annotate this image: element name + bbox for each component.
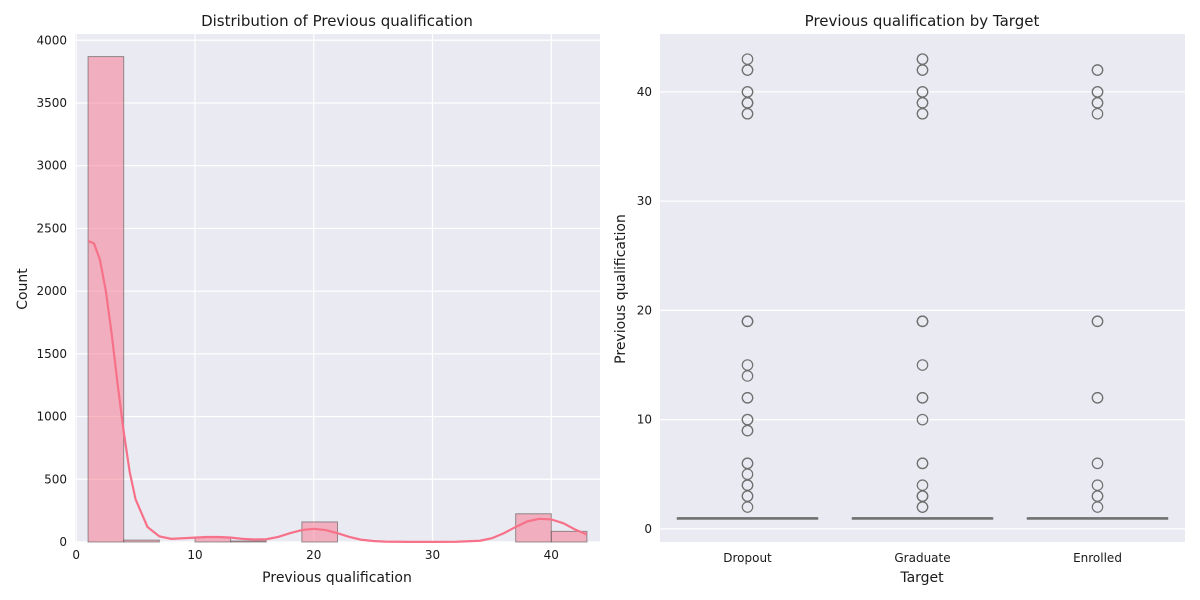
box-outlier xyxy=(916,359,929,371)
histogram-y-tick-label: 1000 xyxy=(36,410,67,424)
histogram-y-tick-label: 3000 xyxy=(36,159,67,173)
box-outlier xyxy=(916,86,929,98)
box-outlier xyxy=(741,391,754,404)
boxplot-y-tick-label: 10 xyxy=(637,413,652,427)
histogram-y-tick-label: 1500 xyxy=(36,347,67,361)
box-outlier xyxy=(1091,457,1104,470)
box-outlier xyxy=(1091,391,1104,404)
box-outlier xyxy=(741,53,754,65)
box-outlier xyxy=(916,315,929,328)
boxplot-grid xyxy=(660,91,1185,530)
box-outlier xyxy=(916,391,929,404)
histogram-bar xyxy=(550,530,588,543)
histogram-x-tick-label: 20 xyxy=(306,548,321,562)
histogram-y-tick-label: 4000 xyxy=(36,33,67,47)
histogram-y-tick-label: 2500 xyxy=(36,221,67,235)
boxplot-chart: Dropout Graduate Enrolled 0 10 20 30 40 Previo… xyxy=(613,12,1185,586)
histogram-bar xyxy=(123,539,160,543)
box-outlier xyxy=(741,86,754,98)
histogram-x-ticks: 0 10 20 30 40 xyxy=(72,548,559,562)
boxplot-title: Previous qualification by Target xyxy=(805,12,1040,30)
histogram-bar xyxy=(230,540,267,543)
boxplot-boxes xyxy=(676,53,1169,520)
box-outlier xyxy=(1091,479,1104,491)
histogram-x-label: Previous qualification xyxy=(262,570,412,586)
box-outlier xyxy=(916,479,929,491)
histogram-plot-area xyxy=(75,34,600,542)
boxplot-x-ticks: Dropout Graduate Enrolled xyxy=(723,551,1122,565)
box-outlier xyxy=(1091,315,1104,328)
boxplot-x-tick-label: Graduate xyxy=(894,551,950,565)
box-outlier xyxy=(741,315,754,328)
boxplot-box-dropout xyxy=(676,53,819,520)
kde-line xyxy=(87,239,588,543)
histogram-x-tick-label: 40 xyxy=(544,548,559,562)
boxplot-x-tick-label: Enrolled xyxy=(1073,551,1122,565)
histogram-bar xyxy=(515,513,552,543)
boxplot-box-enrolled xyxy=(1026,64,1169,520)
boxplot-box-graduate xyxy=(851,53,994,520)
box-outlier xyxy=(741,413,754,426)
box-outlier xyxy=(741,359,754,371)
boxplot-y-ticks: 0 10 20 30 40 xyxy=(637,85,652,536)
histogram-y-tick-label: 500 xyxy=(44,472,67,486)
histogram-x-tick-label: 0 xyxy=(72,548,80,562)
boxplot-y-tick-label: 0 xyxy=(644,522,652,536)
histogram-y-label: Count xyxy=(15,268,31,310)
histogram-bar xyxy=(301,521,338,543)
histogram-y-tick-label: 2000 xyxy=(36,284,67,298)
histogram-x-tick-label: 10 xyxy=(187,548,202,562)
histogram-y-ticks: 0 500 1000 1500 2000 2500 3000 3500 4000 xyxy=(36,33,67,549)
histogram-chart: 0 10 20 30 40 0 500 1000 1500 2000 2500 3000 3500 40… xyxy=(15,12,600,586)
histogram-y-tick-label: 0 xyxy=(59,535,67,549)
box-outlier xyxy=(916,53,929,65)
histogram-y-tick-label: 3500 xyxy=(36,96,67,110)
box-outlier xyxy=(1091,86,1104,98)
boxplot-y-label: Previous qualification xyxy=(613,214,629,364)
boxplot-plot-area xyxy=(660,34,1185,542)
histogram-x-tick-label: 30 xyxy=(425,548,440,562)
histogram-title: Distribution of Previous qualification xyxy=(201,12,473,30)
box-outlier xyxy=(1091,64,1104,76)
boxplot-y-tick-label: 40 xyxy=(637,85,652,99)
boxplot-x-tick-label: Dropout xyxy=(723,551,772,565)
boxplot-y-tick-label: 30 xyxy=(637,194,652,208)
box-outlier xyxy=(916,457,929,470)
boxplot-x-label: Target xyxy=(899,570,944,586)
box-outlier xyxy=(916,413,929,426)
box-outlier xyxy=(741,457,754,470)
boxplot-y-tick-label: 20 xyxy=(637,303,652,317)
